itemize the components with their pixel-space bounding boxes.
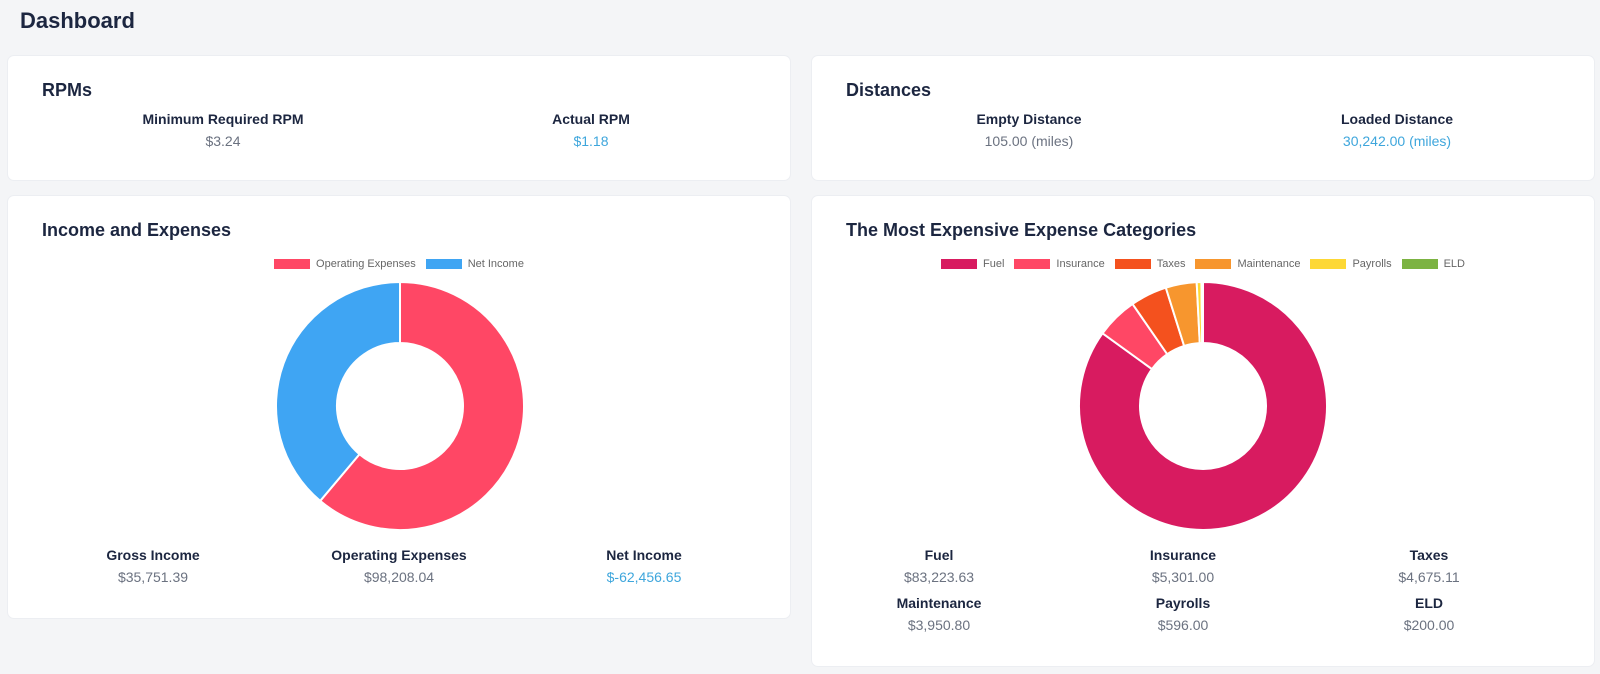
legend-swatch [1401,259,1438,269]
actual-rpm-label: Actual RPM [552,111,630,127]
expense-stat-value: $83,223.63 [903,569,975,585]
net-income-label: Net Income [606,547,682,563]
legend-swatch [941,259,977,269]
rpms-card: RPMs Minimum Required RPM $3.24 Actual R… [8,56,790,180]
income-expenses-card: Income and Expenses Operating Expenses N… [8,196,790,618]
expense-stat-fuel: Fuel $83,223.63 [809,546,1069,586]
income-legend: Operating Expenses Net Income [8,258,790,270]
operating-expenses-label: Operating Expenses [331,547,467,563]
legend-label: ELD [1443,258,1465,270]
legend-label: Maintenance [1237,258,1301,270]
legend-item-taxes[interactable]: Taxes [1114,258,1186,270]
legend-swatch [1114,259,1151,269]
loaded-distance-label: Loaded Distance [1340,111,1454,127]
expense-stat-eld: ELD $200.00 [1299,594,1559,634]
legend-item-insurance[interactable]: Insurance [1014,258,1105,270]
net-income-stat: Net Income $-62,456.65 [514,546,774,586]
expense-stat-insurance: Insurance $5,301.00 [1053,546,1313,586]
legend-swatch [274,259,311,269]
gross-income-label: Gross Income [106,547,200,563]
expense-stat-value: $5,301.00 [1151,569,1215,585]
legend-item-operating-expenses[interactable]: Operating Expenses [274,258,416,270]
income-donut-chart [275,280,525,531]
loaded-distance-stat: Loaded Distance 30,242.00 (miles) [1267,110,1527,150]
gross-income-value: $35,751.39 [117,569,189,585]
distances-card: Distances Empty Distance 105.00 (miles) … [812,56,1594,180]
legend-item-net-income[interactable]: Net Income [425,258,524,270]
legend-label: Fuel [983,258,1005,270]
expense-stat-value: $4,675.11 [1398,569,1460,585]
legend-swatch [1310,259,1347,269]
legend-label: Taxes [1156,258,1186,270]
legend-label: Payrolls [1352,258,1392,270]
expense-stat-value: $200.00 [1403,617,1455,633]
expense-stat-payrolls: Payrolls $596.00 [1053,594,1313,634]
donut-slice-net-income[interactable] [275,280,401,503]
legend-label: Insurance [1056,258,1105,270]
min-rpm-stat: Minimum Required RPM $3.24 [93,110,353,150]
legend-item-eld[interactable]: ELD [1401,258,1465,270]
operating-expenses-value: $98,208.04 [363,569,435,585]
empty-distance-stat: Empty Distance 105.00 (miles) [899,110,1159,150]
distances-card-title: Distances [846,80,932,100]
expense-stat-value: $596.00 [1157,617,1209,633]
empty-distance-label: Empty Distance [976,111,1082,127]
expense-stat-label: Maintenance [896,595,982,611]
legend-item-payrolls[interactable]: Payrolls [1310,258,1392,270]
donut-slice-eld[interactable] [1200,280,1204,345]
page-title: Dashboard [20,8,135,33]
expense-stat-label: Fuel [924,547,954,563]
expense-stat-value: $3,950.80 [907,617,971,633]
legend-label: Net Income [467,258,524,270]
expense-stat-label: Payrolls [1155,595,1211,611]
donut-slice-fuel[interactable] [1078,280,1328,531]
min-rpm-value: $3.24 [205,133,241,149]
rpms-card-title: RPMs [42,80,93,100]
net-income-value: $-62,456.65 [606,569,682,585]
legend-label: Operating Expenses [316,258,416,270]
expense-stat-maintenance: Maintenance $3,950.80 [809,594,1069,634]
empty-distance-value: 105.00 (miles) [984,133,1074,149]
expense-stat-taxes: Taxes $4,675.11 [1299,546,1559,586]
income-expenses-title: Income and Expenses [42,220,232,240]
legend-swatch [1195,259,1232,269]
expense-categories-card: The Most Expensive Expense Categories Fu… [812,196,1594,666]
expense-stat-label: Insurance [1149,547,1217,563]
legend-swatch [425,259,462,269]
gross-income-stat: Gross Income $35,751.39 [23,546,283,586]
actual-rpm-stat: Actual RPM $1.18 [461,110,721,150]
expense-stat-label: ELD [1415,595,1443,611]
expense-stat-label: Taxes [1409,547,1449,563]
donut-slice-operating-expenses[interactable] [318,280,525,531]
expense-legend: Fuel Insurance Taxes Maintenance Payroll… [812,258,1594,270]
legend-item-fuel[interactable]: Fuel [941,258,1004,270]
expense-categories-title: The Most Expensive Expense Categories [846,220,1197,240]
legend-swatch [1014,259,1051,269]
expense-donut-chart [1078,280,1328,531]
legend-item-maintenance[interactable]: Maintenance [1195,258,1300,270]
operating-expenses-stat: Operating Expenses $98,208.04 [269,546,529,586]
loaded-distance-value: 30,242.00 (miles) [1342,133,1452,149]
actual-rpm-value: $1.18 [573,133,609,149]
min-rpm-label: Minimum Required RPM [142,111,304,127]
